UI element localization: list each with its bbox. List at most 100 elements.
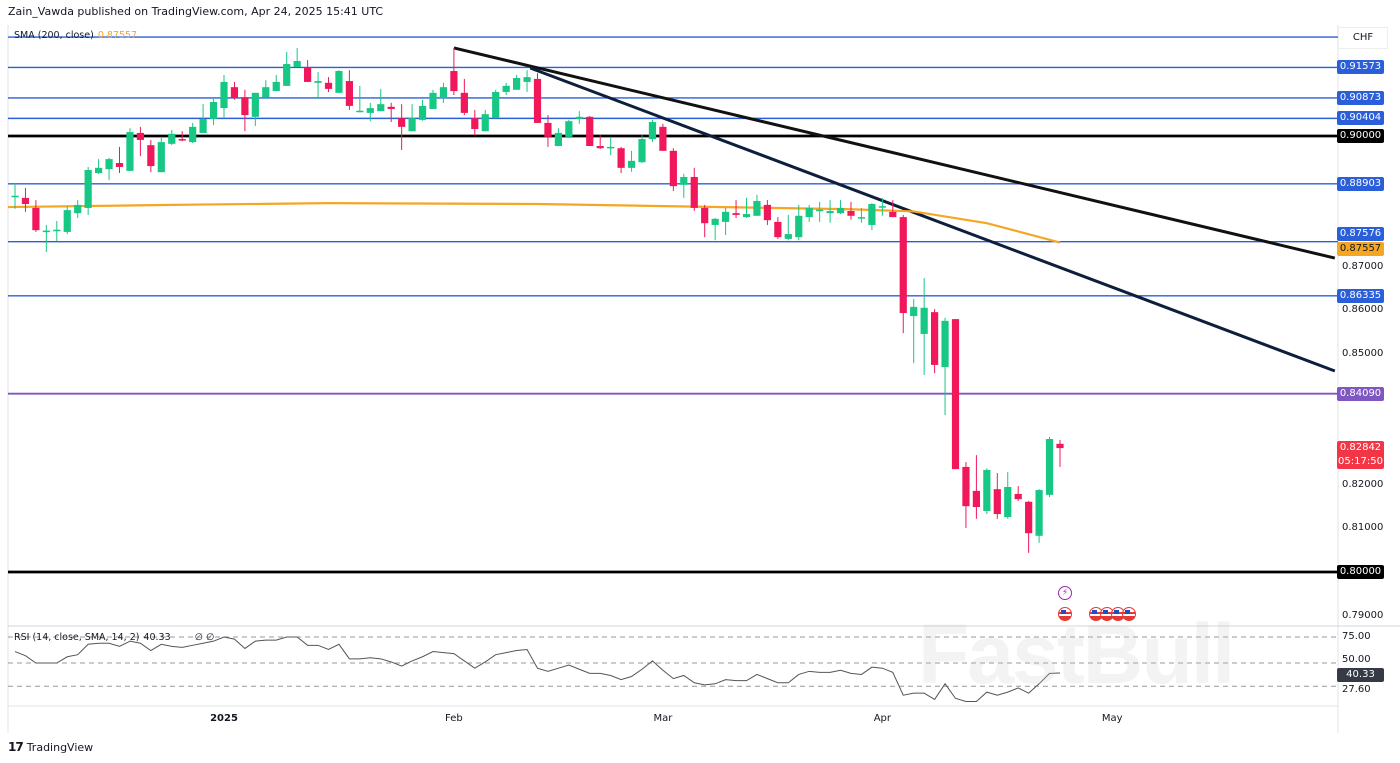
rsi-tick-label: 50.00	[1342, 654, 1371, 665]
candle-body	[377, 104, 385, 112]
candle-body	[513, 78, 521, 90]
candle-body	[993, 489, 1001, 515]
sma-legend[interactable]: SMA (200, close) 0.87557	[14, 30, 137, 41]
candle-body	[42, 230, 50, 233]
candle-body	[220, 81, 228, 109]
candle-body	[115, 163, 124, 167]
candle-body	[753, 200, 761, 216]
candle-body	[53, 229, 61, 232]
candle-body	[690, 176, 698, 208]
candle-body	[910, 306, 918, 317]
level-badge: 0.90404	[1337, 111, 1384, 126]
candle-body	[868, 204, 876, 225]
candle-body	[596, 146, 604, 149]
candle-body	[95, 167, 103, 174]
candle-body	[1045, 439, 1054, 495]
candle-body	[1056, 443, 1064, 449]
lightning-icon[interactable]: ⚡	[1058, 586, 1072, 600]
candle-body	[105, 159, 113, 170]
candle-body	[387, 106, 395, 109]
price-tick-label: 0.81000	[1342, 522, 1384, 534]
candle-body	[847, 210, 855, 216]
trendline-navy	[529, 66, 1336, 373]
candle-body	[962, 466, 970, 507]
sma-badge: 0.87557	[1337, 241, 1384, 256]
rsi-legend[interactable]: RSI (14, close, SMA, 14, 2) 40.33 ∅ ∅	[14, 632, 214, 643]
sma-legend-value: 0.87557	[97, 30, 138, 41]
horizontal-levels	[8, 36, 1338, 574]
candle-body	[575, 116, 583, 119]
candle-body	[471, 118, 479, 130]
candle-body	[805, 207, 813, 218]
candle-body	[722, 211, 730, 222]
candle-body	[857, 217, 866, 219]
candle-body	[816, 209, 824, 212]
candle-body	[84, 170, 92, 208]
candle-body	[178, 139, 186, 141]
us-flag-event-icon[interactable]	[1122, 607, 1136, 621]
candle-body	[523, 77, 531, 82]
rsi-legend-label: RSI (14, close, SMA, 14, 2)	[14, 632, 140, 643]
candle-body	[418, 105, 427, 120]
currency-label[interactable]: CHF	[1338, 27, 1388, 49]
candle-body	[63, 210, 71, 232]
candle-body	[899, 217, 907, 314]
fastbull-watermark: FastBull	[918, 607, 1235, 701]
level-badge: 0.84090	[1337, 386, 1384, 401]
candle-body	[136, 132, 144, 140]
candle-body	[126, 132, 134, 171]
candle-body	[648, 122, 657, 140]
price-tick-label: 0.85000	[1342, 348, 1384, 359]
candle-body	[878, 206, 886, 208]
candle-body	[1025, 501, 1033, 534]
candle-body	[544, 122, 552, 137]
candle-body	[983, 469, 991, 511]
us-flag-event-icon[interactable]	[1058, 607, 1072, 621]
candle-body	[251, 92, 259, 117]
candle-body	[32, 207, 40, 231]
candle-body	[659, 126, 667, 151]
rsi-legend-empty-values: ∅ ∅	[194, 632, 215, 643]
level-badge: 0.88903	[1337, 176, 1384, 191]
candle-body	[774, 221, 782, 238]
candle-body	[21, 197, 30, 205]
price-tick-label: 0.86000	[1342, 304, 1384, 316]
us-flag-event-icon[interactable]	[1111, 607, 1125, 621]
level-badge: 0.86335	[1337, 288, 1384, 303]
candle-body	[293, 61, 301, 68]
candle-body	[304, 67, 312, 82]
candle-body	[168, 133, 176, 144]
trendlines	[453, 46, 1336, 373]
candle-body	[554, 132, 562, 147]
candle-body	[345, 81, 353, 106]
tradingview-logo-icon: 17	[8, 740, 24, 754]
candle-body	[920, 307, 928, 334]
price-tick-label: 0.79000	[1342, 609, 1384, 621]
candle-body	[784, 234, 792, 239]
candle-body	[941, 320, 949, 368]
level-badge: 0.91573	[1337, 60, 1384, 75]
candle-body	[450, 71, 458, 92]
time-tick-label: Mar	[653, 713, 673, 724]
publisher-header: Zain_Vawda published on TradingView.com,…	[8, 5, 384, 18]
chart-frame	[7, 25, 1400, 733]
candle-body	[701, 207, 709, 224]
candle-body	[199, 118, 207, 133]
candle-body	[742, 214, 751, 218]
candle-body	[157, 142, 165, 173]
last-price-value: 0.82842	[1339, 442, 1382, 454]
candle-body	[836, 207, 845, 214]
time-tick-label: May	[1101, 713, 1123, 724]
candle-body	[324, 82, 333, 89]
candle-body	[429, 92, 437, 109]
sma-legend-label: SMA (200, close)	[14, 30, 94, 41]
candle-body	[335, 71, 343, 93]
footer[interactable]: 17 TradingView	[8, 740, 93, 754]
candle-body	[565, 121, 573, 137]
rsi-tick-label: 27.60	[1342, 684, 1371, 695]
tradingview-brand: TradingView	[26, 740, 94, 754]
candle-body	[669, 150, 677, 187]
candle-body	[272, 81, 280, 92]
candle-body	[11, 195, 19, 198]
